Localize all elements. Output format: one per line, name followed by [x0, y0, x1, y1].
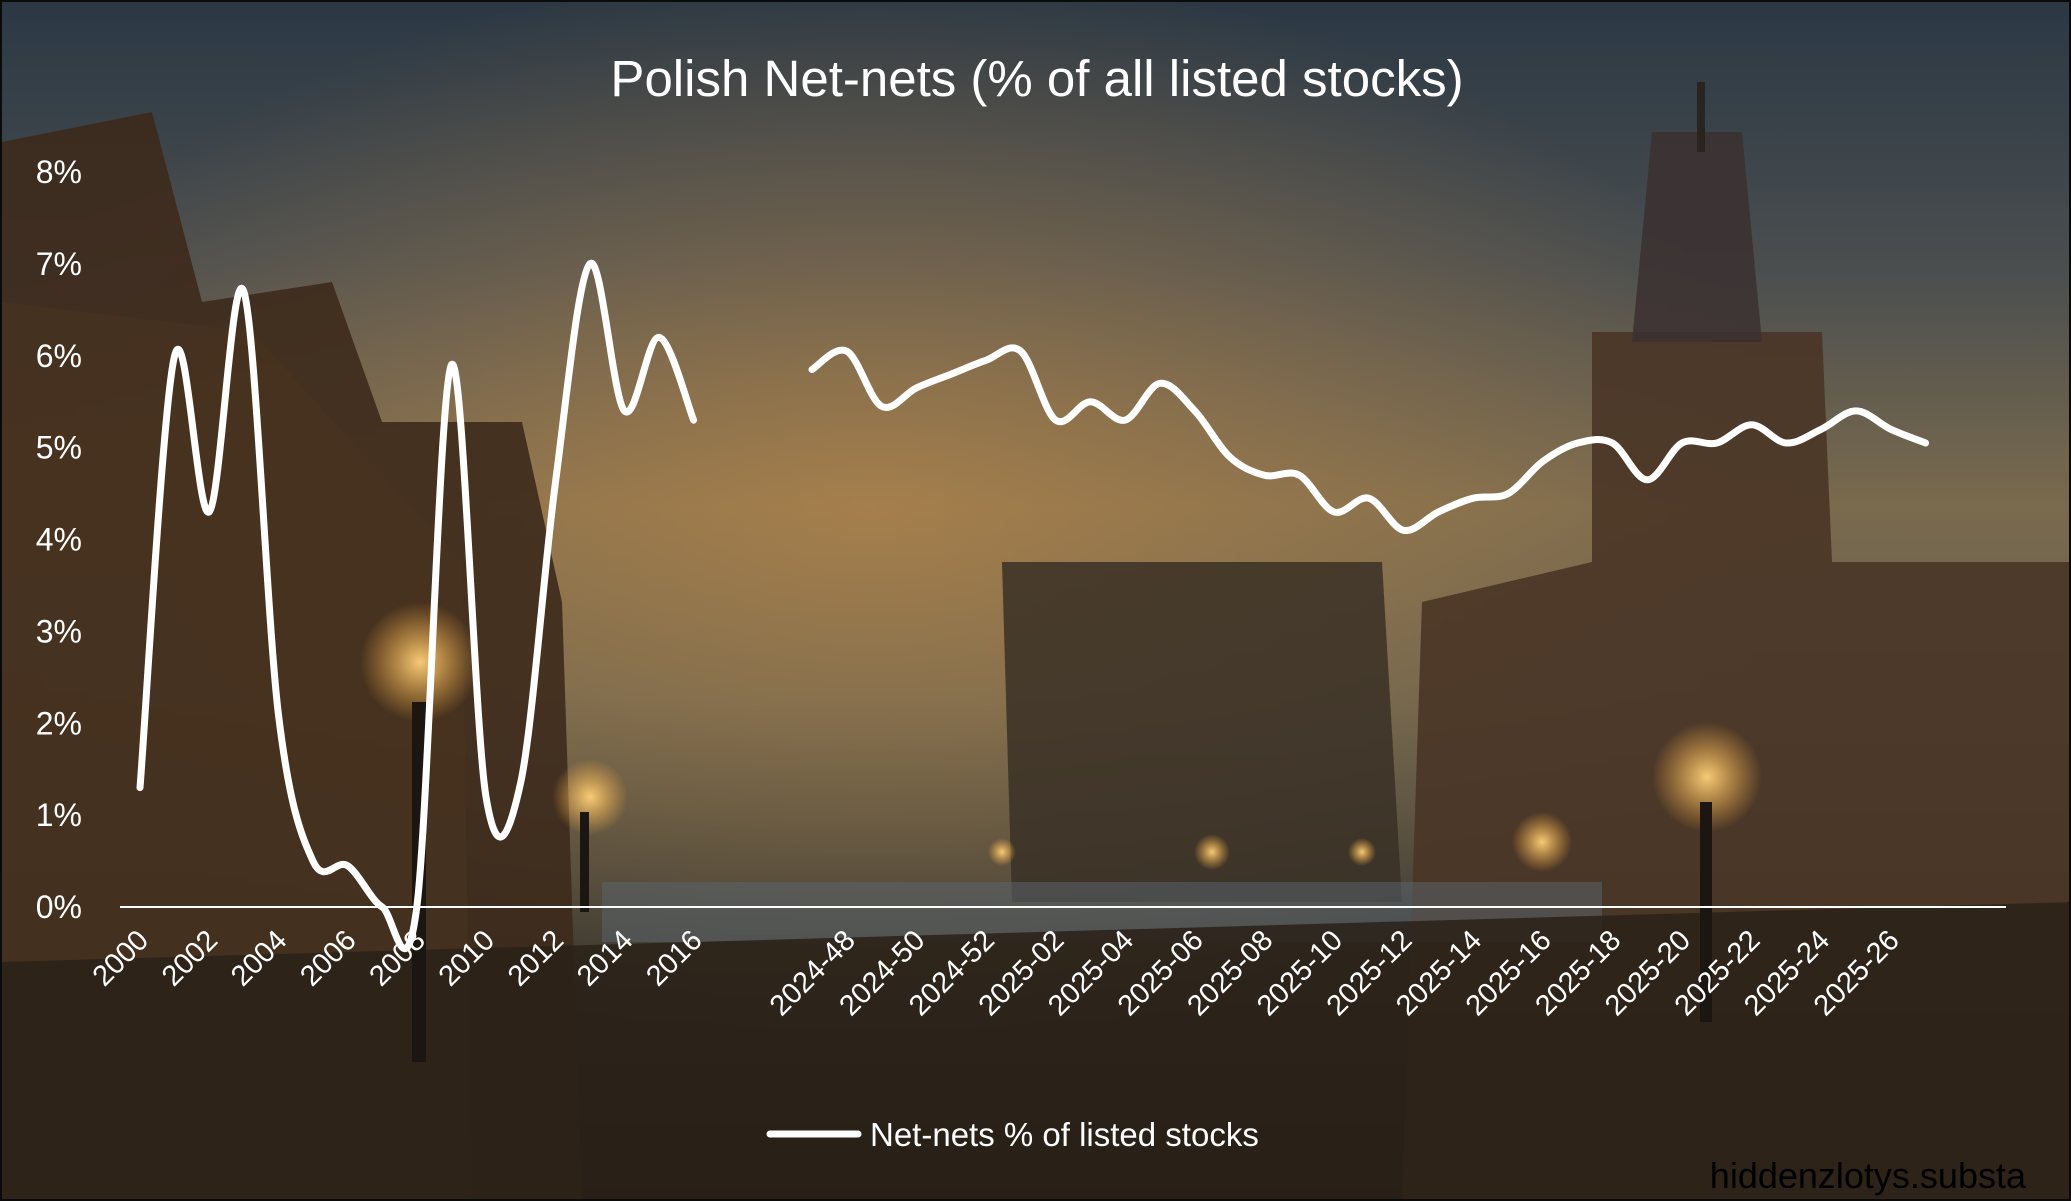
legend-label: Net-nets % of listed stocks	[870, 1116, 1259, 1153]
data-point	[1924, 441, 1928, 445]
data-point	[588, 262, 592, 266]
data-point	[1019, 349, 1023, 353]
data-point	[1367, 496, 1371, 500]
data-point	[1610, 441, 1614, 445]
series-line-segment-1	[136, 260, 698, 953]
data-point	[1158, 381, 1162, 385]
data-point	[1819, 427, 1823, 431]
data-point	[449, 363, 453, 367]
data-point	[949, 372, 953, 376]
data-point	[657, 335, 661, 339]
data-point	[380, 905, 384, 909]
data-point	[1332, 510, 1336, 514]
data-point	[1054, 418, 1058, 422]
legend: Net-nets % of listed stocks	[766, 1116, 1259, 1153]
data-point	[553, 482, 557, 486]
data-point	[1541, 459, 1545, 463]
data-point	[1402, 528, 1406, 532]
data-point	[1471, 496, 1475, 500]
data-point	[1854, 409, 1858, 413]
data-point	[880, 404, 884, 408]
data-point	[1297, 473, 1301, 477]
data-point	[1715, 441, 1719, 445]
credit-text: hiddenzlotys.substa	[1710, 1155, 2027, 1196]
data-point	[1889, 427, 1893, 431]
data-point	[242, 289, 246, 293]
series-lines	[136, 260, 1930, 953]
data-point	[1436, 510, 1440, 514]
data-point	[519, 781, 523, 785]
data-point	[1506, 492, 1510, 496]
y-tick-label: 6%	[36, 338, 82, 374]
series-line-segment-2	[808, 344, 1930, 534]
data-point	[810, 368, 814, 371]
data-point	[1088, 400, 1092, 404]
data-point	[1576, 441, 1580, 445]
y-tick-label: 8%	[36, 154, 82, 190]
data-point	[1262, 473, 1266, 477]
data-point	[346, 864, 350, 868]
data-point	[207, 510, 211, 514]
data-point	[138, 786, 142, 790]
data-point	[1680, 441, 1684, 445]
data-point	[914, 386, 918, 390]
chart-title: Polish Net-nets (% of all listed stocks)	[610, 50, 1463, 107]
data-point	[1784, 441, 1788, 445]
y-tick-label: 2%	[36, 705, 82, 741]
data-point	[984, 358, 988, 362]
y-tick-label: 7%	[36, 246, 82, 282]
data-point	[1750, 423, 1754, 427]
data-point	[311, 859, 315, 863]
data-point	[1123, 418, 1127, 422]
data-point	[1228, 455, 1232, 459]
data-point	[692, 418, 696, 422]
data-point	[845, 349, 849, 353]
data-point	[1193, 409, 1197, 413]
y-tick-label: 3%	[36, 613, 82, 649]
y-tick-label: 5%	[36, 430, 82, 466]
y-tick-label: 4%	[36, 522, 82, 558]
data-point	[276, 712, 280, 716]
data-point	[415, 905, 419, 909]
data-point	[484, 795, 488, 799]
data-point	[1645, 478, 1649, 482]
data-point	[622, 409, 626, 413]
y-axis-ticks: 0% 1% 2% 3% 4% 5% 6% 7% 8%	[36, 154, 82, 925]
y-tick-label: 0%	[36, 889, 82, 925]
data-point	[173, 354, 177, 358]
y-tick-label: 1%	[36, 797, 82, 833]
